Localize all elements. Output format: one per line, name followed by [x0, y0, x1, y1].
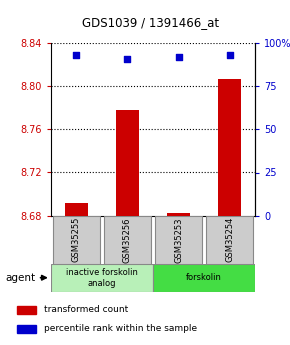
- Bar: [104, 216, 151, 264]
- Text: GSM35254: GSM35254: [225, 217, 234, 263]
- Bar: [53, 216, 100, 264]
- Text: agent: agent: [6, 273, 36, 283]
- Text: GSM35255: GSM35255: [72, 217, 81, 263]
- Text: forskolin: forskolin: [186, 273, 222, 282]
- Bar: [17, 325, 36, 334]
- Point: [227, 52, 232, 58]
- Bar: [116, 110, 139, 216]
- Point: [176, 54, 181, 60]
- Bar: [153, 264, 255, 292]
- Bar: [51, 264, 153, 292]
- Text: GSM35256: GSM35256: [123, 217, 132, 263]
- Text: GDS1039 / 1391466_at: GDS1039 / 1391466_at: [82, 16, 219, 29]
- Bar: [167, 214, 190, 216]
- Bar: [65, 203, 88, 216]
- Point: [74, 52, 79, 58]
- Text: GSM35253: GSM35253: [174, 217, 183, 263]
- Text: percentile rank within the sample: percentile rank within the sample: [44, 325, 197, 334]
- Text: transformed count: transformed count: [44, 305, 128, 314]
- Point: [125, 56, 130, 61]
- Bar: [155, 216, 202, 264]
- Text: inactive forskolin
analog: inactive forskolin analog: [66, 268, 138, 288]
- Bar: [17, 306, 36, 314]
- Bar: [218, 79, 241, 216]
- Bar: [206, 216, 253, 264]
